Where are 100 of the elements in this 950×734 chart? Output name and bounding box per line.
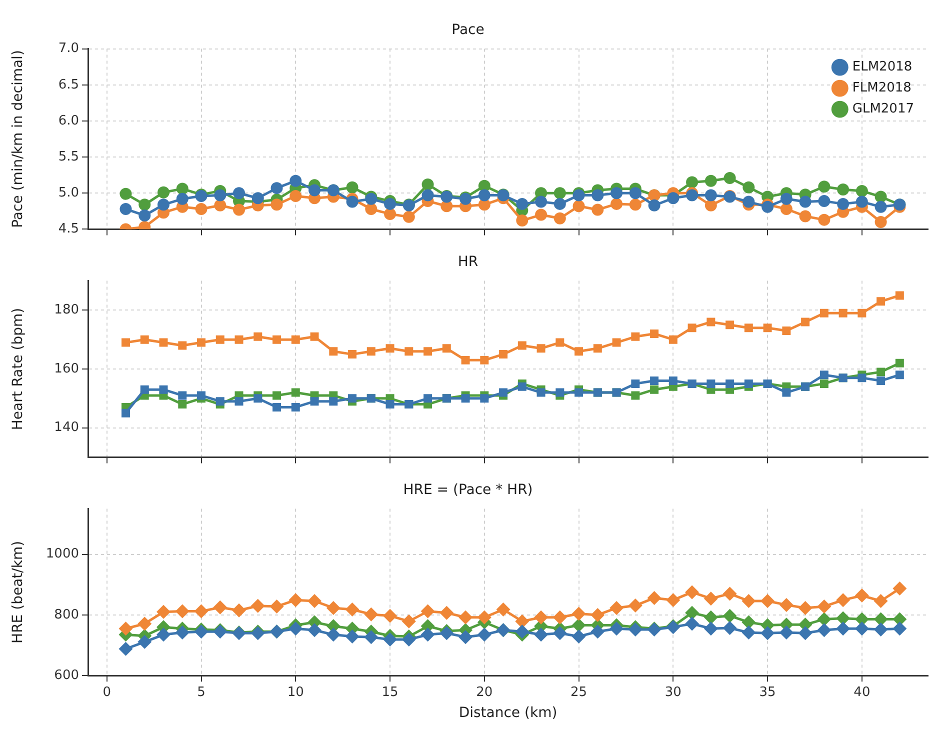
point xyxy=(386,400,394,409)
point xyxy=(688,324,696,332)
point xyxy=(650,385,659,394)
point xyxy=(874,622,888,637)
x-tick-label: 30 xyxy=(664,684,682,700)
point xyxy=(290,190,302,202)
point xyxy=(122,338,130,347)
point xyxy=(556,338,564,347)
point xyxy=(799,210,812,222)
point xyxy=(854,622,869,636)
point xyxy=(516,198,528,210)
point xyxy=(837,198,850,210)
point xyxy=(138,209,151,222)
point xyxy=(668,376,678,386)
point xyxy=(536,344,546,353)
point xyxy=(178,341,187,350)
point xyxy=(515,624,530,639)
point xyxy=(178,391,187,400)
point xyxy=(726,320,734,330)
point xyxy=(779,598,794,612)
y-tick-label: 160 xyxy=(54,361,79,376)
y-axis-title: Heart Rate (bpm) xyxy=(10,308,26,430)
point xyxy=(572,629,586,644)
point xyxy=(742,181,755,194)
point xyxy=(496,602,510,616)
point xyxy=(326,628,340,642)
point xyxy=(535,208,548,221)
point xyxy=(345,629,360,644)
chart-title: Pace xyxy=(452,22,484,38)
point xyxy=(422,178,434,190)
point xyxy=(477,628,492,642)
point xyxy=(856,196,868,208)
point xyxy=(704,610,718,624)
point xyxy=(724,172,736,184)
point xyxy=(138,634,152,649)
point xyxy=(158,186,170,198)
point xyxy=(366,347,376,356)
point xyxy=(874,594,888,608)
point xyxy=(817,623,832,638)
point xyxy=(120,202,132,215)
point xyxy=(156,628,171,642)
point xyxy=(818,195,830,208)
point xyxy=(310,397,319,406)
point xyxy=(214,189,226,202)
point xyxy=(858,374,866,382)
chart-title: HRE = (Pace * HR) xyxy=(403,482,533,498)
y-tick-label: 4.5 xyxy=(58,222,79,237)
point xyxy=(610,187,623,200)
point xyxy=(216,335,224,344)
point xyxy=(402,210,415,223)
point xyxy=(329,347,338,356)
point xyxy=(348,350,357,359)
point xyxy=(536,388,546,397)
point xyxy=(175,604,190,618)
x-tick-label: 35 xyxy=(759,684,776,700)
point xyxy=(685,585,700,600)
point xyxy=(572,618,586,632)
point xyxy=(556,388,564,397)
point xyxy=(593,344,602,353)
point xyxy=(250,598,265,613)
point xyxy=(650,376,659,386)
point xyxy=(499,350,508,359)
point xyxy=(176,182,188,195)
point xyxy=(726,379,734,388)
point xyxy=(348,394,357,403)
x-tick-label: 15 xyxy=(382,684,398,700)
point xyxy=(518,341,526,350)
point xyxy=(458,610,473,624)
point xyxy=(272,402,282,412)
point xyxy=(817,612,832,626)
point xyxy=(518,382,526,391)
point xyxy=(798,600,812,615)
point xyxy=(442,344,451,353)
point xyxy=(308,623,322,638)
point xyxy=(874,216,887,228)
point xyxy=(480,356,489,364)
point xyxy=(722,586,737,601)
point xyxy=(858,308,866,318)
point xyxy=(233,204,246,216)
y-tick-label: 6.0 xyxy=(58,113,79,128)
point xyxy=(876,297,886,306)
point xyxy=(477,610,492,624)
point xyxy=(799,196,812,208)
point xyxy=(197,338,206,347)
point xyxy=(836,593,850,608)
point xyxy=(178,400,187,409)
point xyxy=(838,308,848,318)
point xyxy=(534,628,548,642)
point xyxy=(365,202,378,215)
legend-label: FLM2018 xyxy=(852,80,912,96)
point xyxy=(744,379,753,388)
point xyxy=(782,326,791,336)
point xyxy=(270,198,283,211)
point xyxy=(742,626,756,640)
point xyxy=(574,347,584,356)
point xyxy=(704,189,717,202)
point xyxy=(629,198,642,211)
point xyxy=(818,180,830,193)
point xyxy=(895,370,904,380)
point xyxy=(140,335,149,344)
